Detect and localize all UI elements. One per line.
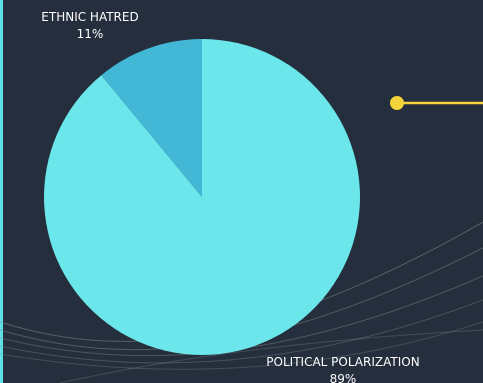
- slice-label-name: POLITICAL POLARIZATION: [266, 355, 419, 369]
- pie-chart: [44, 39, 361, 355]
- left-accent-rule: [0, 0, 3, 383]
- slice-label-ethnic-hatred: ETHNIC HATRED 11%: [41, 10, 138, 41]
- slice-label-political-polarization: POLITICAL POLARIZATION 89%: [266, 355, 419, 383]
- background-wave: [0, 299, 483, 364]
- slice-label-value: 89%: [330, 372, 357, 383]
- connector-dot: [390, 96, 404, 110]
- pie-slice-political-polarization: [44, 39, 361, 355]
- background-wave: [59, 329, 483, 383]
- slice-label-name: ETHNIC HATRED: [41, 10, 138, 24]
- connector-pointer: [390, 96, 483, 110]
- pie-slice-ethnic-hatred: [101, 39, 202, 197]
- slice-label-value: 11%: [77, 27, 104, 41]
- background-wave: [0, 321, 483, 370]
- background-waves: [0, 221, 483, 383]
